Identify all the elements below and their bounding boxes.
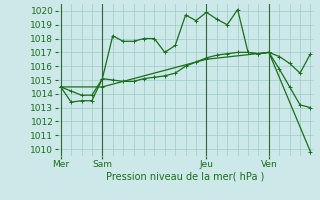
X-axis label: Pression niveau de la mer( hPa ): Pression niveau de la mer( hPa )	[107, 172, 265, 182]
